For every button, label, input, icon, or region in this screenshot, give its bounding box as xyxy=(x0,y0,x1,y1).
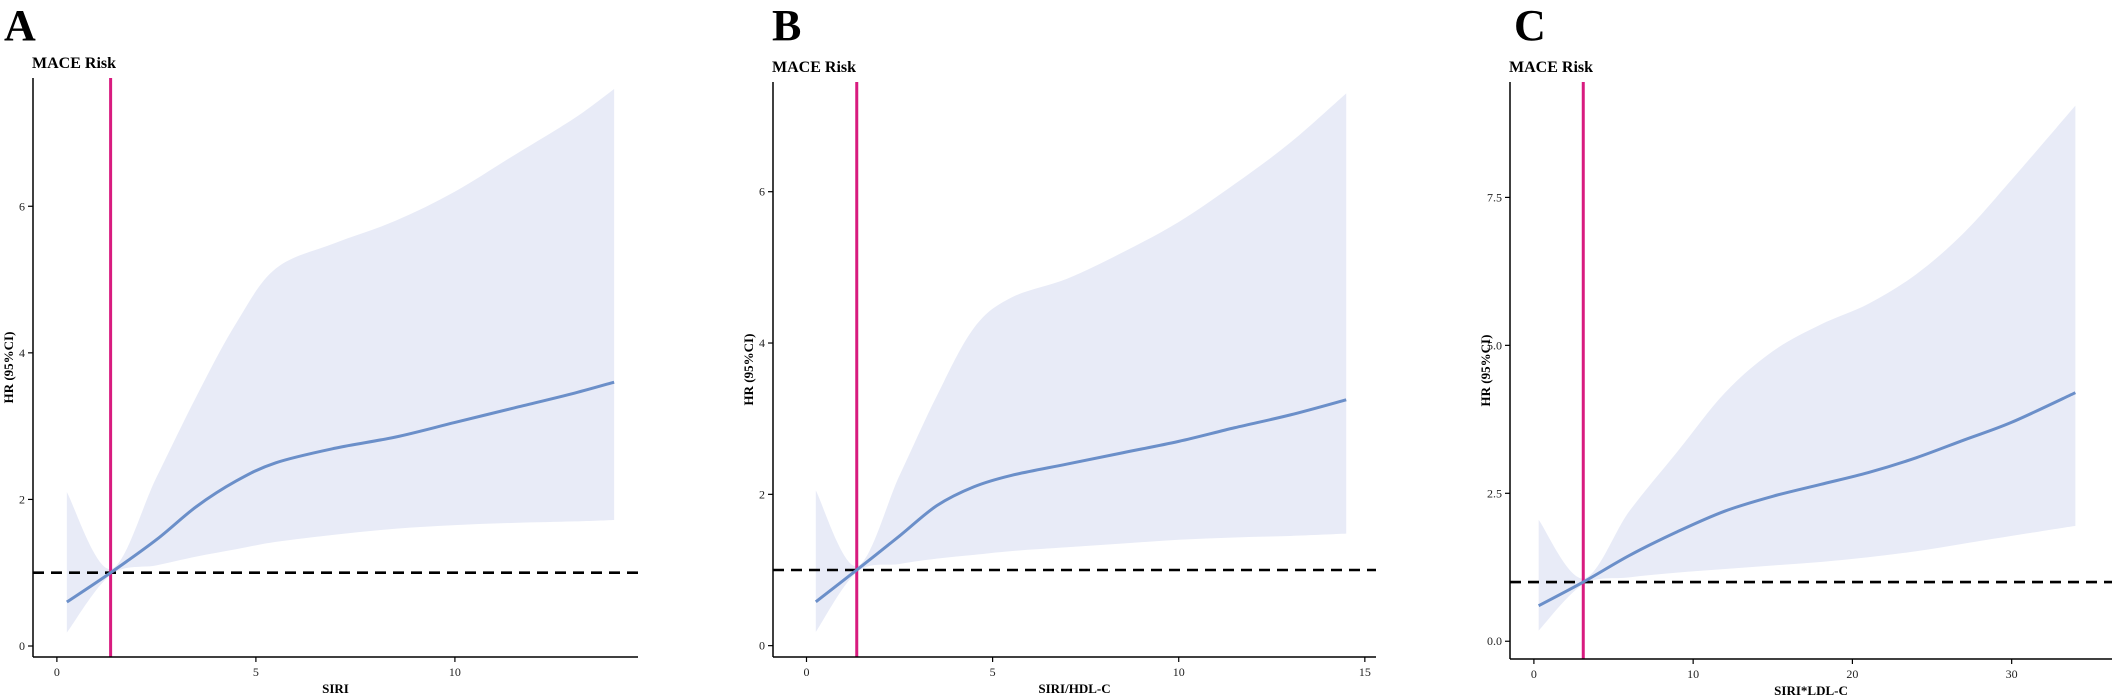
chart-title: MACE Risk xyxy=(1509,59,1593,76)
confidence-band xyxy=(815,93,1347,633)
y-axis-label: HR (95%CI) xyxy=(1,332,16,404)
chart-panel-b: B MACE Risk 0 5 10 15 0 2 4 6 SIRI/HDL-C HR (95%CI) xyxy=(741,1,1376,696)
chart-title: MACE Risk xyxy=(772,59,856,76)
y-axis-label: HR (95%CI) xyxy=(1478,335,1493,407)
x-axis-label: SIRI*LDL-C xyxy=(1774,683,1848,697)
y-tick-label: 4 xyxy=(19,346,25,360)
x-tick-label: 30 xyxy=(2006,667,2018,681)
y-tick-label: 0 xyxy=(759,639,765,653)
x-tick-label: 0 xyxy=(54,665,60,679)
chart-panel-c: C MACE Risk 0 10 20 30 0.0 2.5 5.0 7.5 SIRI*LDL-C H… xyxy=(1478,1,2112,697)
x-tick-label: 5 xyxy=(990,665,996,679)
panel-letter: A xyxy=(4,1,36,50)
x-axis-label: SIRI xyxy=(322,681,349,696)
y-axis-label: HR (95%CI) xyxy=(741,334,756,406)
y-tick-label: 4 xyxy=(759,336,765,350)
x-tick-label: 10 xyxy=(1687,667,1699,681)
chart-panel-a: A MACE Risk 0 5 10 0 2 4 6 SIRI HR (95%CI) xyxy=(1,1,638,696)
hr-curve xyxy=(814,398,1347,603)
y-tick-label: 2 xyxy=(759,487,765,501)
y-tick-label: 5.0 xyxy=(1487,338,1502,352)
x-tick-label: 10 xyxy=(449,665,461,679)
y-tick-label: 6 xyxy=(19,199,25,213)
x-tick-label: 20 xyxy=(1846,667,1858,681)
y-tick-label: 6 xyxy=(759,185,765,199)
hr-curve xyxy=(65,380,615,604)
y-tick-label: 7.5 xyxy=(1487,190,1502,204)
confidence-band xyxy=(66,88,615,633)
x-tick-label: 0 xyxy=(804,665,810,679)
confidence-band xyxy=(1538,105,2076,631)
y-tick-label: 2.5 xyxy=(1487,486,1502,500)
chart-title: MACE Risk xyxy=(32,55,116,72)
x-tick-label: 5 xyxy=(253,665,259,679)
x-tick-label: 0 xyxy=(1531,667,1537,681)
y-tick-label: 0 xyxy=(19,639,25,653)
x-tick-label: 10 xyxy=(1173,665,1185,679)
x-axis-label: SIRI/HDL-C xyxy=(1038,681,1110,696)
panel-letter: C xyxy=(1514,1,1546,50)
x-tick-label: 15 xyxy=(1359,665,1371,679)
hr-curve xyxy=(1537,391,2077,608)
y-tick-label: 0.0 xyxy=(1487,634,1502,648)
y-tick-label: 2 xyxy=(19,492,25,506)
panel-letter: B xyxy=(772,1,801,50)
